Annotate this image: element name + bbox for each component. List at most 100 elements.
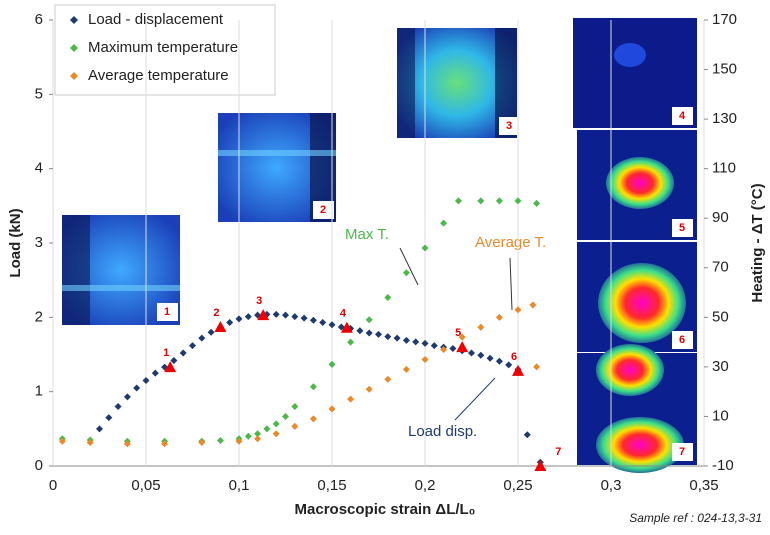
point xyxy=(495,313,503,321)
point xyxy=(468,349,475,357)
point xyxy=(365,316,373,324)
point xyxy=(244,313,252,321)
point xyxy=(226,319,234,327)
point xyxy=(365,385,373,393)
image-number: 6 xyxy=(679,334,685,346)
marker-label: 2 xyxy=(213,307,219,319)
point xyxy=(533,363,541,371)
thermal-image: 5 xyxy=(577,130,697,240)
marker xyxy=(164,361,177,373)
y2-tick-label: 90 xyxy=(712,209,729,226)
marker-label: 6 xyxy=(511,351,517,363)
point xyxy=(440,346,448,354)
point xyxy=(458,333,466,341)
point xyxy=(207,328,215,336)
footnote: Sample ref : 024-13,3-31 xyxy=(629,511,762,525)
point xyxy=(384,294,392,302)
point xyxy=(384,333,392,341)
point xyxy=(189,342,196,350)
y-tick-label: 3 xyxy=(35,234,43,251)
y-tick-label: 5 xyxy=(35,85,43,102)
image-number: 7 xyxy=(679,446,685,458)
y-tick-label: 6 xyxy=(35,11,43,28)
point xyxy=(272,430,280,438)
point xyxy=(421,339,429,347)
point xyxy=(402,365,410,373)
x-tick-label: 0,3 xyxy=(601,477,622,494)
point xyxy=(151,369,159,377)
marker xyxy=(214,320,227,332)
point xyxy=(454,197,462,205)
y2-tick-label: 10 xyxy=(712,407,729,424)
point xyxy=(86,438,94,446)
point xyxy=(477,197,485,205)
point xyxy=(58,437,66,445)
point xyxy=(133,384,141,392)
arrow xyxy=(399,247,419,286)
marker-label: 5 xyxy=(455,327,461,339)
arrow xyxy=(509,257,513,311)
point xyxy=(198,438,206,446)
point xyxy=(216,436,224,444)
thermal-image: 2 xyxy=(218,113,336,222)
y-tick-label: 1 xyxy=(35,383,43,400)
point xyxy=(96,425,103,433)
point xyxy=(523,431,531,439)
point xyxy=(235,315,243,323)
legend-label: Maximum temperature xyxy=(88,39,238,56)
point xyxy=(486,354,494,362)
x-axis-title: Macroscopic strain ΔL/L₀ xyxy=(295,501,476,518)
y-tick-label: 2 xyxy=(35,308,43,325)
point xyxy=(291,403,299,411)
point xyxy=(402,269,410,277)
legend-marker xyxy=(70,44,78,52)
x-tick-label: 0,05 xyxy=(131,477,160,494)
point xyxy=(402,336,410,344)
point xyxy=(272,420,280,428)
thermal-images: 1 2 3 4 5 xyxy=(62,18,697,473)
point xyxy=(430,342,438,350)
legend-marker xyxy=(70,72,78,80)
annotation: Load disp. xyxy=(408,423,477,440)
point xyxy=(142,377,150,385)
point xyxy=(179,349,187,357)
point xyxy=(449,345,457,353)
point xyxy=(412,338,420,346)
point xyxy=(309,415,317,423)
point xyxy=(421,355,429,363)
point xyxy=(235,437,243,445)
image-number: 3 xyxy=(506,120,512,132)
point xyxy=(356,327,364,335)
point xyxy=(384,375,392,383)
point xyxy=(495,357,503,365)
marker-label: 1 xyxy=(163,347,169,359)
image-number: 1 xyxy=(164,306,170,318)
x-tick-label: 0,35 xyxy=(689,477,718,494)
thermal-image: 7 xyxy=(577,344,697,473)
point xyxy=(170,356,178,364)
legend-label: Load - displacement xyxy=(88,11,224,28)
y2-tick-label: 110 xyxy=(712,160,736,177)
point xyxy=(244,432,252,440)
image-number: 2 xyxy=(320,204,326,216)
y-axis-title: Load (kN) xyxy=(7,208,24,277)
point xyxy=(300,314,308,322)
point xyxy=(328,321,336,329)
thermal-image: 4 xyxy=(573,18,697,128)
marker xyxy=(257,309,270,321)
y2-tick-label: -10 xyxy=(712,457,734,474)
point xyxy=(282,412,289,420)
point xyxy=(529,301,537,309)
point xyxy=(505,361,513,369)
point xyxy=(328,360,336,368)
point xyxy=(291,313,299,321)
marker xyxy=(456,341,469,353)
annotation: Average T. xyxy=(475,234,546,251)
point xyxy=(514,306,522,314)
point xyxy=(440,219,448,227)
image-number: 5 xyxy=(679,222,685,234)
y2-tick-label: 50 xyxy=(712,308,729,325)
thermal-image: 3 xyxy=(397,28,520,138)
point xyxy=(477,323,485,331)
